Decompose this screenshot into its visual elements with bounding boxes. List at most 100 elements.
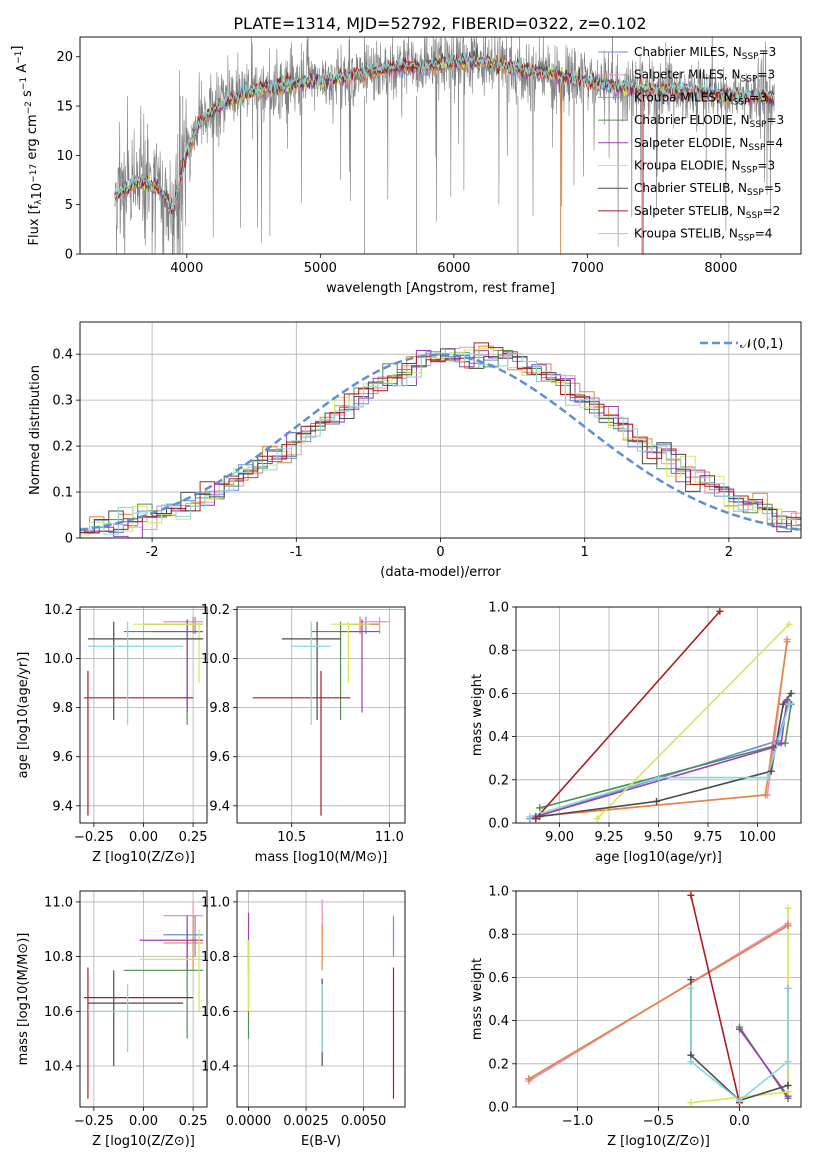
axes-frame [515,606,802,824]
y-tick-label: 0.2 [488,773,509,788]
y-axis-label: mass [log10(M/M⊙)] [16,933,31,1066]
mass-weight-marker [687,976,695,984]
y-tick-label: 20 [56,50,73,65]
mass-weight-marker [536,804,544,812]
y-tick-label: 0.1 [52,486,73,501]
y-axis-label: age [log10(age/yr)] [16,652,31,779]
y-tick-label: 9.6 [52,750,73,765]
legend-label: Chabrier STELIB, NSSP=5 [634,181,782,198]
mass-weight-marker [784,1088,792,1096]
mass-weight-line [528,924,789,1080]
y-tick-label: 9.6 [209,750,230,765]
y-tick-label: 10 [56,149,73,164]
x-tick-label: 8000 [704,261,737,276]
chart-age-vs-mass: 10.5 11.0 9.4 9.6 9.8 10.0 10.2 mass [log10(M/M… [201,603,406,865]
y-tick-label: 5 [65,198,73,213]
x-tick-label: 0.25 [179,1114,208,1129]
x-tick-label: 0 [436,545,444,560]
residual-histogram-step [80,348,801,533]
mass-weight-marker [687,1051,695,1059]
x-axis-label: (data-model)/error [380,565,501,580]
mass-weight-line [535,610,721,820]
mass-weight-marker [785,700,793,708]
mass-weight-marker [784,1058,792,1066]
legend-label: Chabrier MILES, NSSP=3 [634,45,776,62]
y-tick-label: 0.8 [488,644,509,659]
plot-area-spectrum [114,37,775,254]
x-tick-label: 4000 [170,261,203,276]
axes-frame [515,890,802,1108]
mass-weight-marker [761,791,769,799]
mass-weight-marker [687,1058,695,1066]
legend-label: Salpeter ELODIE, NSSP=4 [634,136,783,153]
y-tick-label: 1.0 [488,885,509,900]
x-tick-label: 0.0000 [226,1114,272,1129]
y-tick-label: 10.0 [44,652,73,667]
mass-weight-marker [767,767,775,775]
y-axis-label: Normed distribution [28,365,43,495]
y-tick-label: 0.2 [488,1057,509,1072]
residual-histogram-step [80,342,801,534]
y-axis-label: Flux [fλ10−17 erg cm−2 s−1 A−1] [10,46,45,246]
plot-area-residuals [80,342,801,538]
y-tick-label: 11.0 [44,895,73,910]
x-tick-label: 6000 [437,261,470,276]
mass-weight-marker [655,774,662,782]
x-tick-label: 9.00 [545,830,574,845]
y-tick-label: 11.0 [201,895,230,910]
chart-residuals: -2 -1 0 1 2 0 0.1 0.2 0.3 0.4 (data-model)/error No… [28,321,802,580]
mass-weight-marker [532,815,540,823]
mass-weight-marker [783,696,791,704]
y-tick-label: 0.6 [488,687,509,702]
x-tick-label: 10.00 [739,830,776,845]
mass-weight-marker [526,813,534,821]
mass-weight-line [738,988,789,1099]
x-tick-label: 0.25 [179,830,208,845]
y-tick-label: 9.4 [209,799,230,814]
figure-title: PLATE=1314, MJD=52792, FIBERID=0322, z=0… [233,14,646,33]
x-tick-label: -2 [146,545,159,560]
axes-frame [79,321,802,539]
axes-frame [236,890,406,1108]
mass-weight-line [596,623,790,820]
mass-weight-marker [687,891,695,899]
x-tick-label: −0.5 [643,1114,675,1129]
legend-label: Salpeter STELIB, NSSP=2 [634,204,780,221]
axes-frame [236,606,406,824]
mass-weight-line [535,639,788,818]
x-axis-label: Z [log10(Z/Z⊙)] [607,1134,710,1149]
plot-area-mass-vs-EBV [247,899,395,1099]
mass-weight-marker [735,1025,743,1033]
y-tick-label: 10.6 [201,1005,230,1020]
mass-weight-marker [784,922,792,930]
y-tick-label: 0.8 [488,928,509,943]
legend-label: Chabrier ELODIE, NSSP=3 [634,113,784,130]
y-tick-label: 0.2 [52,440,73,455]
mass-weight-marker [653,797,661,805]
x-axis-label: Z [log10(Z/Z⊙)] [92,1134,195,1149]
x-tick-label: 11.0 [375,830,404,845]
residual-histogram-step [80,345,801,533]
legend-label: Salpeter MILES, NSSP=3 [634,68,775,85]
x-tick-label: 9.75 [694,830,723,845]
gaussian-reference-curve [80,353,801,532]
y-tick-label: 0.4 [488,1014,509,1029]
y-tick-label: 15 [56,100,73,115]
y-tick-label: 10.4 [44,1059,73,1074]
chart-massweight-vs-Z: −1.0 −0.5 0.0 0.0 0.2 0.4 0.6 0.8 1.0 Z [log10(Z/… [470,885,802,1149]
y-tick-label: 0.6 [488,971,509,986]
mass-weight-marker [779,700,787,708]
x-axis-label: age [log10(age/yr)] [595,850,722,865]
chart-mass-vs-Z: −0.25 0.00 0.25 10.4 10.6 10.8 11.0 Z [log10(Z/… [16,890,208,1149]
plot-area-mass-vs-Z [83,901,204,1099]
mass-weight-marker [785,620,793,628]
y-tick-label: 9.8 [209,701,230,716]
x-tick-label: −0.25 [74,830,114,845]
residual-histogram-step [80,348,801,536]
y-tick-label: 10.8 [44,950,73,965]
x-tick-label: 10.5 [277,830,306,845]
x-axis-label: mass [log10(M/M⊙)] [255,850,388,865]
spectrum-data-line [114,37,775,254]
y-tick-label: 10.4 [201,1059,230,1074]
